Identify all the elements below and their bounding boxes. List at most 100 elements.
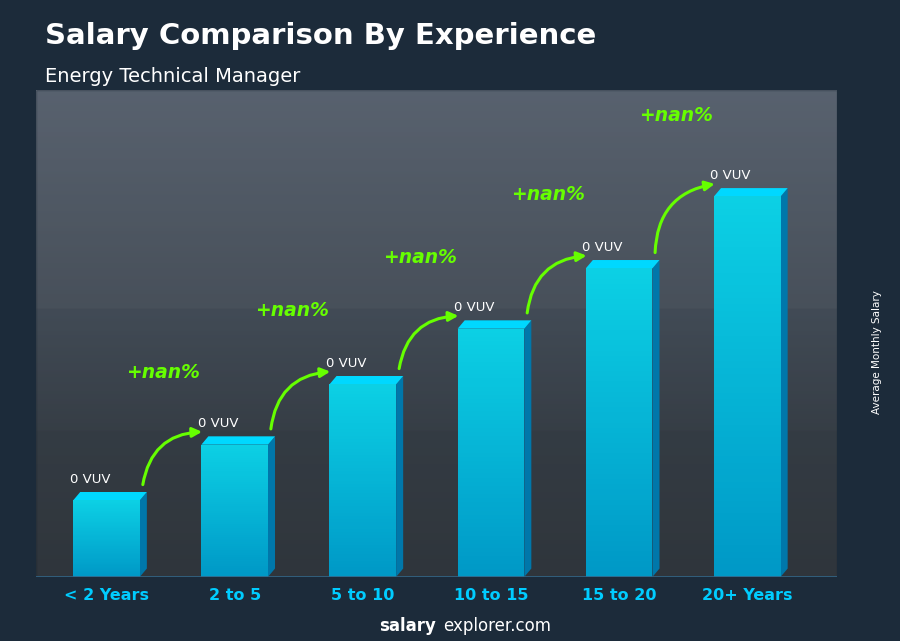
Bar — [202, 469, 268, 471]
Bar — [73, 562, 140, 563]
Bar — [73, 542, 140, 544]
Bar — [586, 469, 652, 474]
Bar — [586, 371, 652, 376]
Bar — [714, 241, 780, 247]
Bar — [73, 536, 140, 537]
Bar — [73, 545, 140, 546]
Bar — [329, 516, 396, 519]
Bar — [329, 503, 396, 506]
Bar — [586, 279, 652, 284]
Bar — [73, 560, 140, 562]
Bar — [73, 541, 140, 542]
Bar — [457, 370, 525, 374]
Bar — [586, 515, 652, 520]
Bar — [586, 345, 652, 351]
Bar — [202, 517, 268, 520]
Bar — [73, 535, 140, 536]
Bar — [202, 531, 268, 533]
Bar — [586, 407, 652, 412]
Polygon shape — [457, 320, 531, 329]
Bar — [202, 575, 268, 577]
Bar — [586, 556, 652, 562]
Bar — [586, 546, 652, 551]
Polygon shape — [525, 320, 531, 577]
Bar — [714, 368, 780, 374]
Bar — [329, 420, 396, 423]
Bar — [714, 311, 780, 317]
Bar — [202, 526, 268, 528]
Bar — [457, 552, 525, 556]
Bar — [73, 513, 140, 514]
Bar — [457, 498, 525, 503]
Bar — [714, 450, 780, 456]
Bar — [457, 478, 525, 482]
Bar — [457, 548, 525, 552]
Bar — [586, 299, 652, 304]
Bar — [586, 536, 652, 541]
Bar — [714, 279, 780, 285]
Bar — [202, 506, 268, 508]
Bar — [714, 564, 780, 570]
Bar — [329, 558, 396, 561]
Bar — [457, 560, 525, 565]
Text: Average Monthly Salary: Average Monthly Salary — [872, 290, 883, 415]
Bar — [329, 561, 396, 564]
Bar — [714, 298, 780, 304]
Bar — [586, 304, 652, 310]
Text: salary: salary — [379, 617, 436, 635]
Bar — [714, 444, 780, 450]
Bar — [202, 460, 268, 462]
Bar — [714, 425, 780, 431]
Bar — [73, 569, 140, 570]
Text: +nan%: +nan% — [126, 363, 201, 383]
Bar — [202, 557, 268, 559]
Bar — [73, 568, 140, 569]
Bar — [73, 565, 140, 567]
Bar — [714, 266, 780, 272]
Bar — [329, 449, 396, 452]
Bar — [586, 479, 652, 485]
Bar — [457, 366, 525, 370]
Bar — [329, 388, 396, 391]
Polygon shape — [780, 188, 788, 577]
Polygon shape — [268, 437, 275, 577]
Bar — [457, 449, 525, 453]
Bar — [73, 555, 140, 556]
Bar — [73, 527, 140, 528]
Bar — [202, 566, 268, 568]
Bar — [329, 407, 396, 410]
Text: 0 VUV: 0 VUV — [582, 241, 623, 254]
Bar — [202, 458, 268, 460]
Bar — [73, 559, 140, 560]
Bar — [329, 462, 396, 465]
Bar — [457, 503, 525, 506]
Bar — [586, 284, 652, 289]
Bar — [457, 437, 525, 440]
Bar — [329, 439, 396, 442]
Bar — [457, 391, 525, 395]
Bar — [329, 413, 396, 417]
Bar — [73, 572, 140, 573]
Bar — [457, 486, 525, 490]
Text: +nan%: +nan% — [382, 247, 456, 267]
Bar — [714, 260, 780, 266]
Bar — [457, 407, 525, 412]
Bar — [329, 445, 396, 449]
Bar — [714, 469, 780, 476]
Bar — [586, 356, 652, 361]
Bar — [202, 572, 268, 575]
Bar — [329, 442, 396, 445]
Bar — [202, 451, 268, 453]
Bar — [714, 558, 780, 564]
Bar — [73, 549, 140, 550]
Bar — [586, 505, 652, 510]
Bar — [457, 523, 525, 528]
Bar — [457, 333, 525, 337]
Bar — [329, 423, 396, 426]
Polygon shape — [714, 188, 788, 196]
Bar — [73, 515, 140, 517]
Bar — [457, 415, 525, 420]
Bar — [329, 394, 396, 397]
Bar — [586, 572, 652, 577]
Bar — [457, 540, 525, 544]
